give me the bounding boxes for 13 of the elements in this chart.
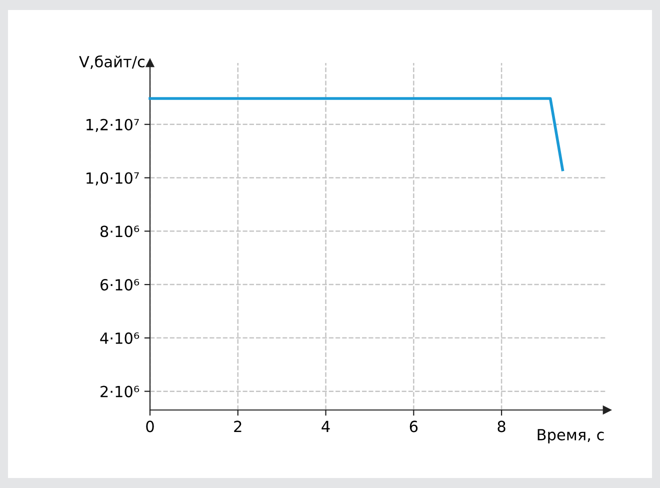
y-tick-label: 2·10⁶ [100,386,140,398]
x-tick-label: 8 [498,420,506,432]
y-tick-label: 6·10⁶ [100,279,140,291]
y-axis-title: V,байт/с [79,55,144,69]
y-tick-label: 1,2·10⁷ [86,118,139,132]
y-tick-label: 8·10⁶ [100,226,140,238]
y-tick-label: 4·10⁶ [100,332,140,344]
x-tick-label: 2 [234,420,242,432]
x-tick-label: 6 [410,420,418,432]
x-tick-label: 0 [146,420,154,432]
y-tick-label: 1,0·10⁷ [86,172,139,186]
x-axis-title: Время, с [538,429,604,444]
x-tick-label: 4 [322,420,330,432]
